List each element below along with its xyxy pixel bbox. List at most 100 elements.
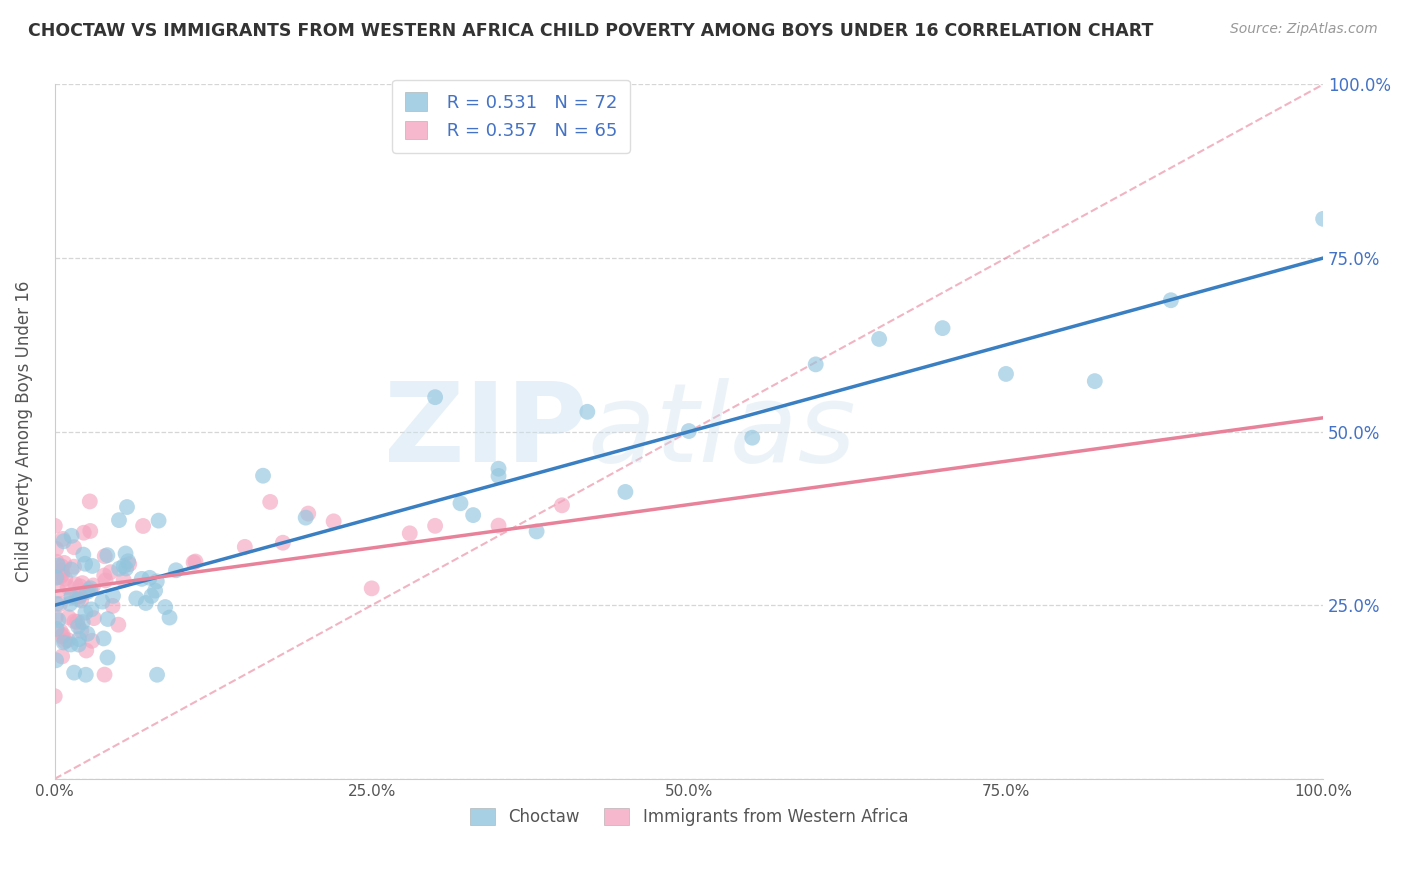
Point	[70, 593, 93, 607]
Point	[75, 667, 97, 681]
Point	[398, 526, 420, 541]
Point	[53, 556, 76, 570]
Point	[93, 632, 115, 646]
Point	[94, 574, 117, 588]
Point	[101, 589, 124, 603]
Point	[79, 524, 101, 538]
Point	[96, 548, 118, 562]
Point	[108, 513, 131, 527]
Point	[159, 610, 181, 624]
Point	[1160, 293, 1182, 308]
Point	[91, 595, 114, 609]
Point	[67, 632, 90, 646]
Point	[118, 558, 141, 572]
Point	[52, 635, 75, 649]
Point	[146, 667, 169, 681]
Point	[48, 613, 70, 627]
Point	[112, 559, 135, 574]
Point	[52, 534, 75, 549]
Point	[125, 591, 148, 606]
Point	[51, 629, 73, 643]
Point	[80, 602, 103, 616]
Point	[79, 582, 101, 596]
Point	[450, 496, 472, 510]
Point	[76, 626, 98, 640]
Point	[463, 508, 485, 522]
Point	[259, 495, 281, 509]
Point	[60, 590, 83, 604]
Point	[131, 572, 153, 586]
Point	[69, 579, 91, 593]
Point	[93, 568, 115, 582]
Point	[114, 547, 136, 561]
Point	[75, 606, 97, 620]
Point	[423, 518, 446, 533]
Point	[49, 624, 72, 639]
Point	[100, 565, 122, 579]
Point	[488, 469, 510, 483]
Point	[678, 424, 700, 438]
Point	[93, 667, 115, 681]
Point	[488, 518, 510, 533]
Point	[67, 592, 90, 607]
Point	[59, 638, 82, 652]
Point	[1084, 374, 1107, 388]
Point	[322, 514, 344, 528]
Point	[72, 548, 94, 562]
Point	[53, 572, 76, 586]
Point	[67, 619, 90, 633]
Point	[107, 617, 129, 632]
Point	[1312, 211, 1334, 226]
Point	[108, 562, 131, 576]
Point	[45, 610, 67, 624]
Point	[69, 589, 91, 603]
Point	[804, 357, 827, 371]
Point	[83, 611, 105, 625]
Text: ZIP: ZIP	[384, 378, 588, 485]
Point	[994, 367, 1017, 381]
Point	[59, 597, 82, 611]
Point	[360, 582, 382, 596]
Point	[271, 535, 294, 549]
Point	[72, 576, 94, 591]
Point	[60, 529, 83, 543]
Point	[52, 628, 75, 642]
Point	[45, 541, 67, 556]
Point	[48, 583, 70, 598]
Point	[77, 582, 100, 597]
Point	[51, 567, 73, 582]
Point	[45, 622, 67, 636]
Point	[132, 519, 155, 533]
Point	[294, 510, 316, 524]
Point	[44, 690, 66, 704]
Point	[63, 615, 86, 629]
Point	[297, 507, 319, 521]
Point	[141, 589, 163, 603]
Point	[63, 540, 86, 554]
Point	[165, 563, 187, 577]
Point	[56, 580, 79, 594]
Point	[46, 558, 69, 573]
Point	[184, 555, 207, 569]
Point	[75, 557, 97, 571]
Point	[75, 643, 97, 657]
Point	[66, 590, 89, 604]
Point	[70, 624, 93, 638]
Point	[82, 578, 104, 592]
Point	[115, 561, 138, 575]
Point	[96, 650, 118, 665]
Point	[73, 525, 96, 540]
Point	[117, 554, 139, 568]
Point	[143, 583, 166, 598]
Point	[51, 559, 73, 574]
Point	[65, 577, 87, 591]
Point	[138, 571, 160, 585]
Text: atlas: atlas	[588, 378, 856, 485]
Point	[183, 556, 205, 570]
Text: Source: ZipAtlas.com: Source: ZipAtlas.com	[1230, 22, 1378, 37]
Point	[868, 332, 890, 346]
Point	[551, 499, 574, 513]
Point	[66, 615, 89, 629]
Point	[60, 563, 83, 577]
Point	[741, 431, 763, 445]
